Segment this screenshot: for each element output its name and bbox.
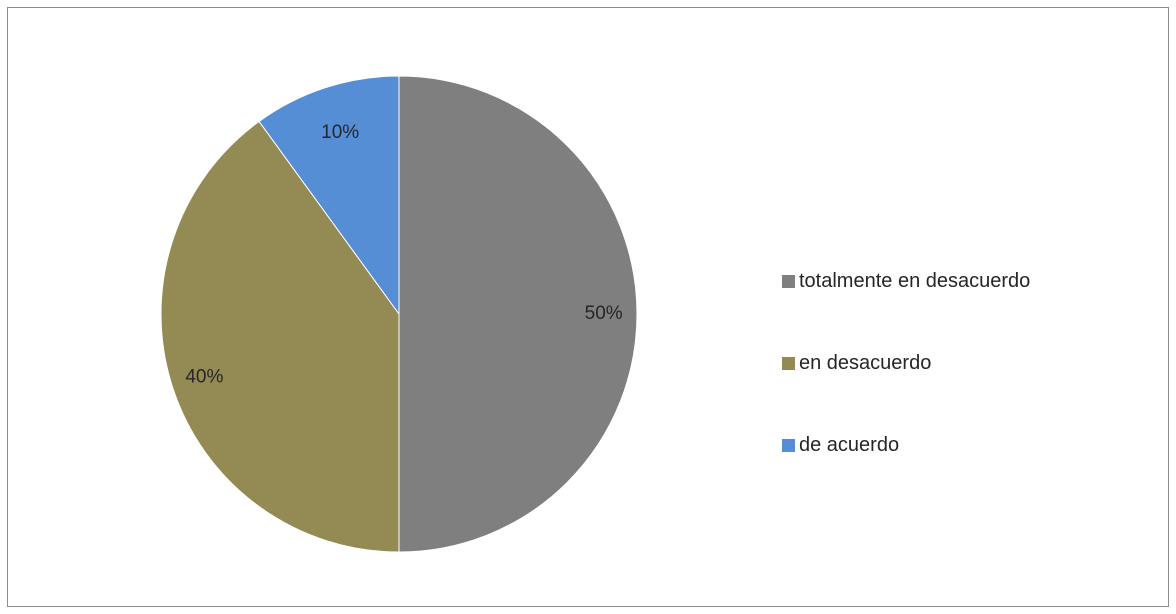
legend-swatch xyxy=(782,357,795,370)
pie-slice-de-acuerdo xyxy=(258,75,400,316)
legend-swatch xyxy=(782,275,795,288)
legend-swatch xyxy=(782,439,795,452)
legend: totalmente en desacuerdo en desacuerdo d… xyxy=(782,263,1030,509)
pie-chart: 50% 40% 10% xyxy=(160,75,638,553)
legend-label: totalmente en desacuerdo xyxy=(799,270,1031,292)
chart-frame: 50% 40% 10% totalmente en desacuerdo en de… xyxy=(7,7,1169,607)
pie-slice-totalmente-en-desacuerdo xyxy=(398,75,638,553)
data-label: 10% xyxy=(321,122,359,143)
legend-label: de acuerdo xyxy=(799,434,900,456)
data-label: 40% xyxy=(185,366,223,387)
legend-item: en desacuerdo xyxy=(782,345,1030,382)
legend-item: totalmente en desacuerdo xyxy=(782,263,1030,300)
data-label: 50% xyxy=(585,303,623,324)
legend-label: en desacuerdo xyxy=(799,352,932,374)
pie-slice-en-desacuerdo xyxy=(160,120,400,553)
legend-item: de acuerdo xyxy=(782,427,1030,464)
